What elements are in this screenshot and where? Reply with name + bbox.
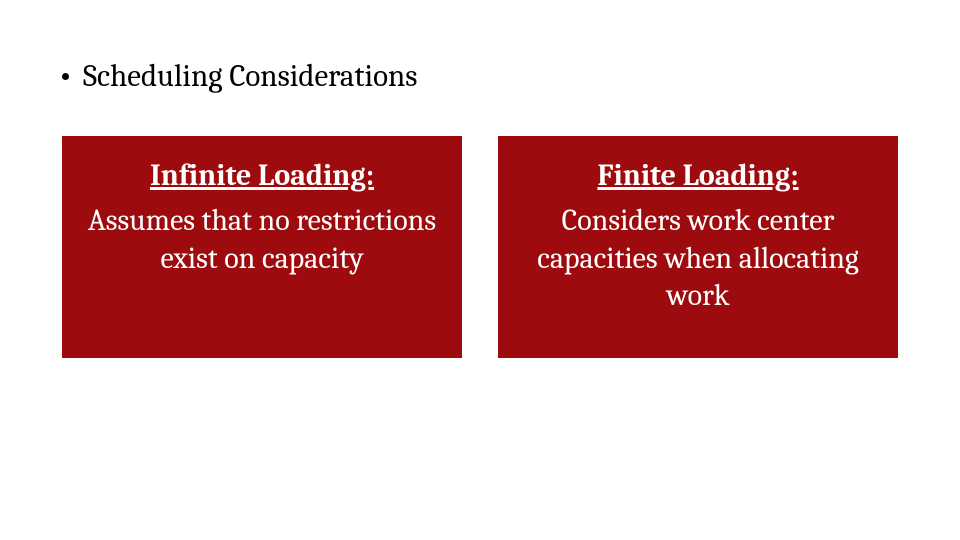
card-body: Assumes that no restrictions exist on ca… bbox=[80, 202, 444, 277]
card-infinite-loading: Infinite Loading: Assumes that no restri… bbox=[62, 136, 462, 358]
bullet-dot-icon bbox=[62, 73, 69, 80]
card-body: Considers work center capacities when al… bbox=[516, 202, 880, 315]
card-container: Infinite Loading: Assumes that no restri… bbox=[62, 136, 898, 358]
card-title: Infinite Loading: bbox=[150, 158, 374, 194]
bullet-heading-text: Scheduling Considerations bbox=[83, 58, 417, 94]
bullet-heading-row: Scheduling Considerations bbox=[62, 58, 417, 94]
slide: Scheduling Considerations Infinite Loadi… bbox=[0, 0, 960, 540]
card-title: Finite Loading: bbox=[597, 158, 798, 194]
card-finite-loading: Finite Loading: Considers work center ca… bbox=[498, 136, 898, 358]
